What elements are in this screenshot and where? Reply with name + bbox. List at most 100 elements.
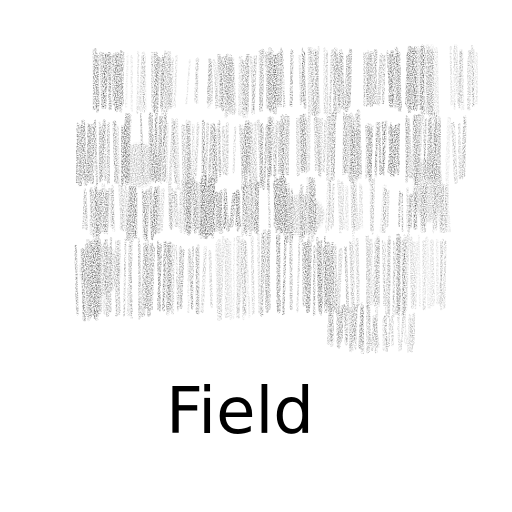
scribble-stroke [164,50,169,112]
scribble-stroke [181,124,187,187]
scribble-stroke [237,190,242,228]
scribble-stroke [462,119,467,177]
scribble-stroke [413,115,417,183]
scribble-stroke [170,243,175,315]
scribble-stroke [157,115,163,182]
scribble-stroke [374,127,379,175]
scribble-stroke [301,50,307,109]
scribble-stroke [388,126,393,177]
scribble-stroke [434,47,440,121]
scribble-stroke [212,127,218,174]
scribble-stroke [112,120,119,184]
scribble-stroke [187,120,192,183]
scribble-stroke [365,240,371,309]
scribble-stroke [144,190,148,234]
scribble-stroke [243,55,250,111]
scribble-accent [276,195,324,235]
scribble-stroke [343,113,348,175]
scribble-stroke [399,317,405,351]
scribble-stroke [81,119,88,186]
scribble-stroke [106,187,111,229]
scribble-stroke [258,50,264,109]
scribble-stroke [411,117,416,180]
scribble-stroke [211,181,215,239]
scribble-stroke [383,242,387,306]
scribble-stroke [335,248,343,313]
scribble-stroke [334,244,338,314]
scribble-stroke [286,115,290,176]
scribble-stroke [325,181,329,233]
scribble-stroke [355,129,361,180]
scribble-stroke [171,120,178,184]
scribble-stroke [417,234,421,308]
scribble-stroke [147,242,154,317]
scribble-stroke [342,111,345,176]
scribble-stroke [215,53,220,110]
scribble-stroke [93,189,98,238]
scribble-accent [122,143,158,187]
scribble-stroke [192,178,197,234]
scribble-stroke [268,120,272,174]
scribble-stroke [322,247,328,313]
scribble-stroke [444,181,450,233]
scribble-stroke [404,235,408,310]
scribble-stroke [322,119,327,174]
scribble-stroke [195,59,199,105]
pencil-scribble-texture-icon [74,44,478,354]
scribble-stroke [467,50,472,111]
scribble-stroke [317,117,322,178]
scribble-stroke [313,117,317,171]
scribble-stroke [347,48,353,108]
scribble-stroke [381,54,386,105]
scribble-stroke [348,123,355,182]
scribble-stroke [326,306,332,345]
scribble-stroke [253,121,258,189]
scribble-stroke [453,48,456,110]
scribble-stroke [335,54,341,109]
scribble-stroke [207,123,213,183]
scribble-stroke [381,121,385,177]
scribble-stroke [92,48,97,111]
scribble-stroke [328,176,333,230]
scribble-stroke [86,123,94,185]
scribble-stroke [407,194,412,234]
scribble-stroke [153,55,160,114]
scribble-stroke [451,121,458,184]
scribble-stroke [124,53,129,109]
scribble-stroke [98,189,102,234]
scribble-stroke [241,184,247,233]
scribble-stroke [142,55,146,113]
scribble-stroke [95,53,100,109]
scribble-stroke [393,124,399,174]
scribble-stroke [84,191,88,231]
scribble-stroke [442,240,447,310]
scribble-stroke [458,51,462,109]
scribble-stroke [398,190,401,228]
scribble-stroke [150,246,156,310]
scribble-stroke [141,242,148,317]
scribble-stroke [100,126,104,179]
scribble-stroke [396,239,401,313]
scribble-stroke [406,313,412,353]
scribble-stroke [232,126,237,174]
scribble-stroke [75,124,79,183]
scribble-stroke [156,243,161,313]
scribble-stroke [162,240,167,312]
scribble-stroke [167,186,173,229]
scribble-stroke [265,229,271,312]
scribble-stroke [439,240,443,303]
scribble-stroke [246,121,252,188]
scribble-stroke [354,129,358,183]
scribble-stroke [386,189,390,228]
scribble-stroke [204,122,210,182]
scribble-stroke [160,54,166,109]
scribble-stroke [332,51,337,121]
scribble-stroke [101,52,108,107]
scribble-stroke [365,125,371,177]
scribble-stroke [309,47,316,115]
scribble-stroke [110,188,115,229]
scribble-stroke [175,118,181,190]
scribble-stroke [94,119,98,186]
scribble-stroke [365,52,368,107]
scribble-stroke [150,51,155,112]
